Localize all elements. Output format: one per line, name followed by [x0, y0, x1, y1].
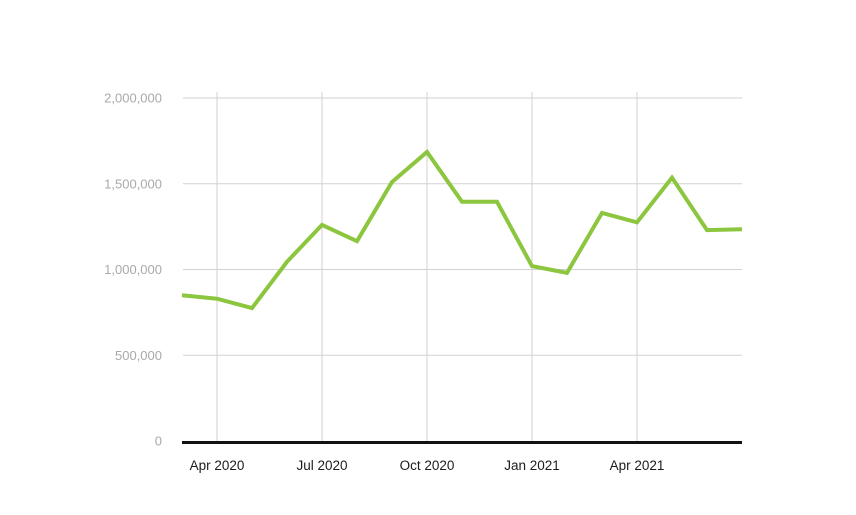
- y-axis-label: 1,500,000: [104, 176, 162, 191]
- x-axis-label: Oct 2020: [400, 458, 455, 473]
- x-axis-label: Jul 2020: [296, 458, 347, 473]
- x-axis-label: Apr 2021: [610, 458, 665, 473]
- y-axis-label: 0: [155, 434, 162, 449]
- x-axis-label: Jan 2021: [504, 458, 560, 473]
- y-axis-label: 2,000,000: [104, 91, 162, 106]
- y-axis-label: 500,000: [115, 348, 162, 363]
- y-axis-label: 1,000,000: [104, 262, 162, 277]
- x-axis-label: Apr 2020: [190, 458, 245, 473]
- data-line: [181, 149, 743, 311]
